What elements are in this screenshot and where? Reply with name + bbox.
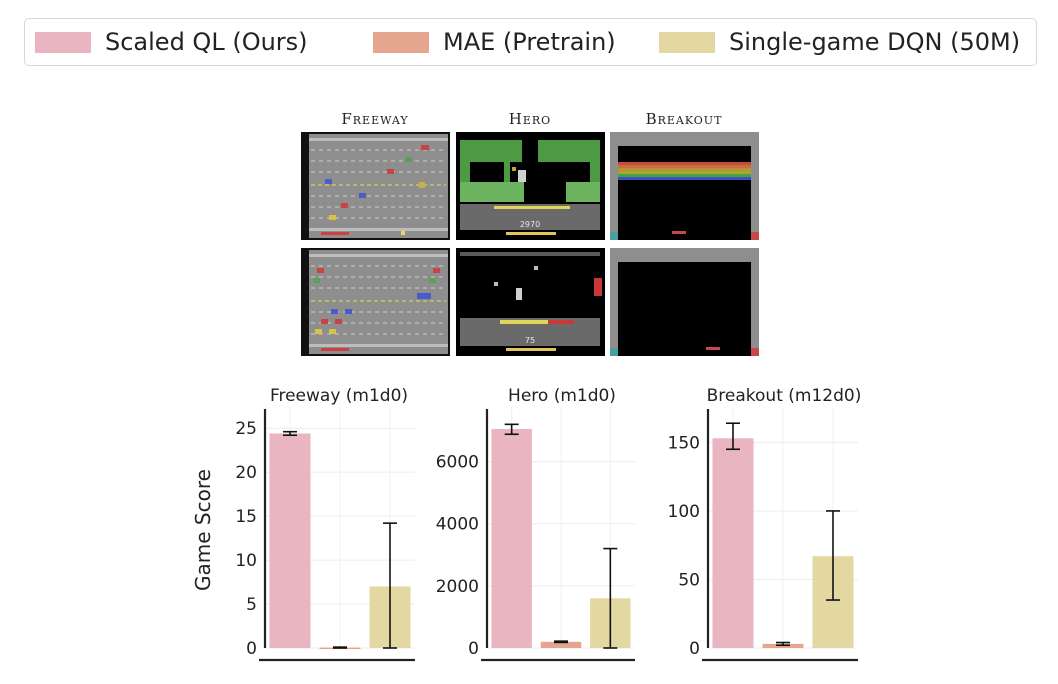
freeway-m1d0-ytick-label: 25 [235, 419, 257, 439]
legend-item-mae: MAE (Pretrain) [373, 19, 616, 65]
y-axis-label: Game Score [191, 469, 215, 591]
breakout-frame-1-image [610, 132, 759, 240]
hero-frame-2-image: 75 [456, 248, 605, 356]
hero-frame-1-image: 2970 [456, 132, 605, 240]
legend-swatch-dqn [659, 31, 715, 53]
breakout-m12d0-bar-1 [712, 438, 754, 648]
game-title-breakout: Breakout [609, 110, 759, 128]
hero-m1d0-ytick-label: 4000 [436, 515, 479, 535]
freeway-m1d0-ytick-label: 15 [235, 507, 257, 527]
breakout-m12d0-ytick-label: 150 [668, 433, 700, 453]
freeway-m1d0-ytick-label: 0 [246, 639, 257, 659]
breakout-m12d0-ytick-label: 0 [689, 639, 700, 659]
game-title-breakout-text: Breakout [645, 110, 723, 128]
breakout-m12d0-ytick-label: 50 [678, 570, 700, 590]
breakout-m12d0-title: Breakout (m12d0) [707, 386, 862, 406]
breakout-m12d0-ytick-label: 100 [668, 502, 700, 522]
hero-frame-1: 2970 [456, 132, 605, 240]
freeway-frame-2-image [301, 248, 450, 356]
breakout-frame-2-image [610, 248, 759, 356]
legend-item-dqn: Single-game DQN (50M) [659, 19, 1020, 65]
hero-frame-2: 75 [456, 248, 605, 356]
game-title-hero: Hero [455, 110, 605, 128]
legend-swatch-mae [373, 31, 429, 53]
hero-m1d0-ytick-label: 6000 [436, 453, 479, 473]
legend-swatch-scaled-ql [35, 31, 91, 53]
game-title-freeway-text: Freeway [341, 110, 409, 128]
freeway-m1d0-ytick-label: 20 [235, 463, 257, 483]
freeway-m1d0-ytick-label: 10 [235, 551, 257, 571]
hero-m1d0-ytick-label: 0 [468, 639, 479, 659]
freeway-frame-2 [301, 248, 450, 356]
game-title-hero-text: Hero [508, 110, 552, 128]
legend-item-scaled-ql: Scaled QL (Ours) [35, 19, 308, 65]
legend-label-dqn: Single-game DQN (50M) [729, 28, 1021, 56]
hero-score-bottom: 75 [525, 336, 535, 345]
freeway-m1d0-title: Freeway (m1d0) [270, 386, 408, 406]
bar-charts: 0 5 10 15 20 25 Freeway (m1d0) Game Score 0 2000 4… [191, 386, 862, 662]
breakout-frame-1 [610, 132, 759, 240]
hero-m1d0-title: Hero (m1d0) [508, 386, 616, 406]
freeway-m1d0-bar-1 [269, 433, 311, 648]
legend-label-mae: MAE (Pretrain) [443, 28, 616, 56]
freeway-frame-1 [301, 132, 450, 240]
legend: Scaled QL (Ours) MAE (Pretrain) Single-g… [24, 18, 1037, 66]
hero-score-top: 2970 [520, 220, 540, 229]
game-title-freeway: Freeway [300, 110, 450, 128]
breakout-frame-2 [610, 248, 759, 356]
hero-m1d0-bar-2 [540, 641, 582, 648]
legend-label-scaled-ql: Scaled QL (Ours) [105, 28, 308, 56]
hero-m1d0-ytick-label: 2000 [436, 577, 479, 597]
freeway-frame-1-image [301, 132, 450, 240]
freeway-m1d0-ytick-label: 5 [246, 595, 257, 615]
hero-m1d0-bar-1 [491, 428, 532, 648]
